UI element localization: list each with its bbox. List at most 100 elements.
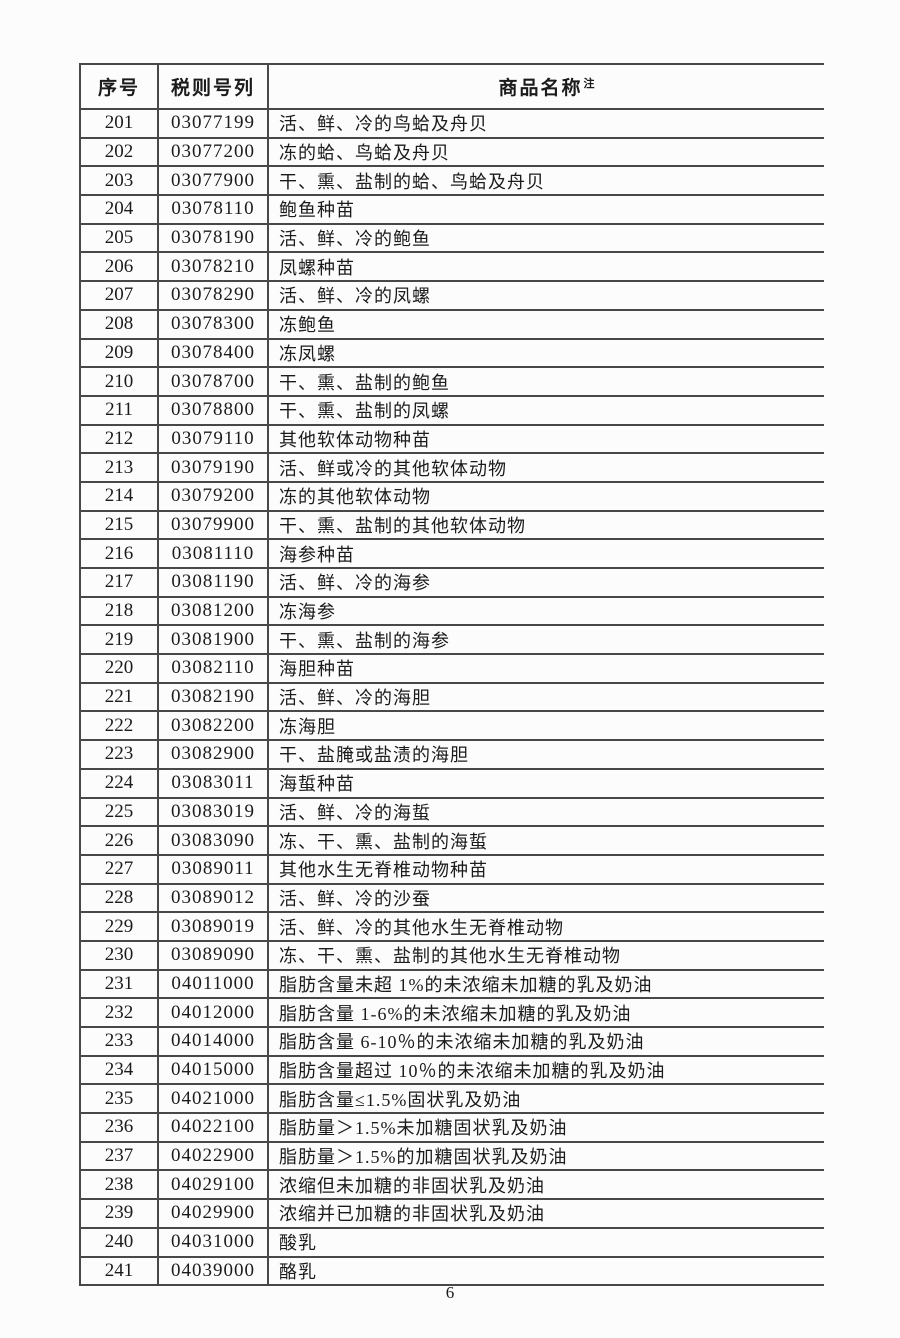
cell-tariff-code: 03081900 (157, 624, 269, 656)
cell-serial: 219 (79, 624, 159, 656)
cell-tariff-code: 03078800 (157, 394, 269, 426)
table-row: 209 03078400 冻凤螺 (79, 337, 824, 369)
cell-serial: 220 (79, 653, 159, 684)
cell-product-name: 干、熏、盐制的海参 (267, 624, 824, 656)
table-row: 235 04021000 脂肪含量≤1.5%固状乳及奶油 (79, 1083, 824, 1115)
cell-tariff-code: 03081110 (157, 538, 269, 569)
cell-serial: 241 (79, 1255, 159, 1287)
cell-serial: 232 (79, 997, 159, 1028)
tariff-table: 序号 税则号列 商品名称注 201 03077199 活、鲜、冷的鸟蛤及舟贝 202 0… (79, 63, 824, 1287)
cell-serial: 206 (79, 251, 159, 283)
cell-tariff-code: 03081190 (157, 567, 269, 598)
cell-tariff-code: 03089011 (157, 853, 269, 885)
cell-product-name: 凤螺种苗 (267, 251, 824, 283)
cell-tariff-code: 03077200 (157, 136, 269, 168)
header-note-superscript: 注 (583, 77, 595, 90)
table-row: 212 03079110 其他软体动物种苗 (79, 423, 824, 455)
cell-product-name: 浓缩但未加糖的非固状乳及奶油 (267, 1169, 824, 1201)
cell-product-name: 活、鲜、冷的鸟蛤及舟贝 (267, 108, 824, 139)
cell-tariff-code: 04022900 (157, 1140, 269, 1172)
cell-product-name: 冻、干、熏、盐制的其他水生无脊椎动物 (267, 939, 824, 971)
cell-product-name: 海参种苗 (267, 538, 824, 569)
cell-serial: 215 (79, 509, 159, 541)
table-row: 238 04029100 浓缩但未加糖的非固状乳及奶油 (79, 1169, 824, 1201)
cell-serial: 240 (79, 1226, 159, 1258)
table-row: 234 04015000 脂肪含量超过 10％的未浓缩未加糖的乳及奶油 (79, 1054, 824, 1086)
cell-serial: 236 (79, 1112, 159, 1143)
cell-tariff-code: 03082190 (157, 681, 269, 713)
cell-serial: 239 (79, 1198, 159, 1229)
cell-product-name: 干、熏、盐制的其他软体动物 (267, 509, 824, 541)
column-header-serial: 序号 (79, 63, 159, 110)
table-row: 231 04011000 脂肪含量未超 1%的未浓缩未加糖的乳及奶油 (79, 968, 824, 1000)
table-row: 219 03081900 干、熏、盐制的海参 (79, 624, 824, 656)
cell-tariff-code: 03078400 (157, 337, 269, 369)
table-row: 221 03082190 活、鲜、冷的海胆 (79, 681, 824, 713)
cell-serial: 211 (79, 394, 159, 426)
cell-product-name: 其他水生无脊椎动物种苗 (267, 853, 824, 885)
table-row: 223 03082900 干、盐腌或盐渍的海胆 (79, 739, 824, 770)
cell-product-name: 脂肪含量 6-10％的未浓缩未加糖的乳及奶油 (267, 1026, 824, 1057)
cell-tariff-code: 03078300 (157, 308, 269, 340)
cell-tariff-code: 03078190 (157, 222, 269, 254)
cell-serial: 226 (79, 825, 159, 856)
cell-product-name: 酸乳 (267, 1226, 824, 1258)
table-row: 210 03078700 干、熏、盐制的鲍鱼 (79, 366, 824, 397)
cell-serial: 202 (79, 136, 159, 168)
cell-product-name: 冻海胆 (267, 710, 824, 742)
cell-serial: 224 (79, 767, 159, 799)
table-row: 229 03089019 活、鲜、冷的其他水生无脊椎动物 (79, 911, 824, 942)
cell-serial: 204 (79, 194, 159, 225)
table-row: 216 03081110 海参种苗 (79, 538, 824, 569)
cell-serial: 201 (79, 108, 159, 139)
cell-serial: 237 (79, 1140, 159, 1172)
cell-tariff-code: 03079190 (157, 452, 269, 483)
cell-tariff-code: 04015000 (157, 1054, 269, 1086)
cell-product-name: 脂肪含量未超 1%的未浓缩未加糖的乳及奶油 (267, 968, 824, 1000)
table-row: 222 03082200 冻海胆 (79, 710, 824, 742)
cell-tariff-code: 03078110 (157, 194, 269, 225)
cell-tariff-code: 03082900 (157, 739, 269, 770)
cell-serial: 228 (79, 882, 159, 914)
cell-serial: 222 (79, 710, 159, 742)
table-row: 224 03083011 海蜇种苗 (79, 767, 824, 799)
cell-product-name: 活、鲜、冷的其他水生无脊椎动物 (267, 911, 824, 942)
cell-tariff-code: 03079110 (157, 423, 269, 455)
cell-serial: 212 (79, 423, 159, 455)
cell-serial: 203 (79, 165, 159, 197)
table-row: 227 03089011 其他水生无脊椎动物种苗 (79, 853, 824, 885)
table-row: 240 04031000 酸乳 (79, 1226, 824, 1258)
cell-product-name: 鲍鱼种苗 (267, 194, 824, 225)
table-row: 202 03077200 冻的蛤、鸟蛤及舟贝 (79, 136, 824, 168)
cell-product-name: 活、鲜或冷的其他软体动物 (267, 452, 824, 483)
cell-serial: 210 (79, 366, 159, 397)
cell-tariff-code: 03082110 (157, 653, 269, 684)
cell-serial: 233 (79, 1026, 159, 1057)
cell-serial: 221 (79, 681, 159, 713)
cell-product-name: 活、鲜、冷的海胆 (267, 681, 824, 713)
cell-product-name: 冻的蛤、鸟蛤及舟贝 (267, 136, 824, 168)
cell-serial: 209 (79, 337, 159, 369)
cell-tariff-code: 03077900 (157, 165, 269, 197)
table-row: 233 04014000 脂肪含量 6-10％的未浓缩未加糖的乳及奶油 (79, 1026, 824, 1057)
cell-product-name: 活、鲜、冷的海参 (267, 567, 824, 598)
table-row: 220 03082110 海胆种苗 (79, 653, 824, 684)
cell-tariff-code: 04014000 (157, 1026, 269, 1057)
cell-product-name: 冻的其他软体动物 (267, 480, 824, 512)
cell-product-name: 冻凤螺 (267, 337, 824, 369)
cell-serial: 213 (79, 452, 159, 483)
cell-product-name: 其他软体动物种苗 (267, 423, 824, 455)
cell-tariff-code: 03078700 (157, 366, 269, 397)
cell-product-name: 活、鲜、冷的海蜇 (267, 796, 824, 828)
cell-tariff-code: 04039000 (157, 1255, 269, 1287)
table-row: 205 03078190 活、鲜、冷的鲍鱼 (79, 222, 824, 254)
table-row: 218 03081200 冻海参 (79, 595, 824, 627)
cell-serial: 205 (79, 222, 159, 254)
cell-serial: 223 (79, 739, 159, 770)
table-row: 208 03078300 冻鲍鱼 (79, 308, 824, 340)
table-row: 207 03078290 活、鲜、冷的凤螺 (79, 280, 824, 311)
table-header: 序号 税则号列 商品名称注 (79, 63, 824, 110)
cell-product-name: 脂肪含量超过 10％的未浓缩未加糖的乳及奶油 (267, 1054, 824, 1086)
cell-tariff-code: 03089090 (157, 939, 269, 971)
